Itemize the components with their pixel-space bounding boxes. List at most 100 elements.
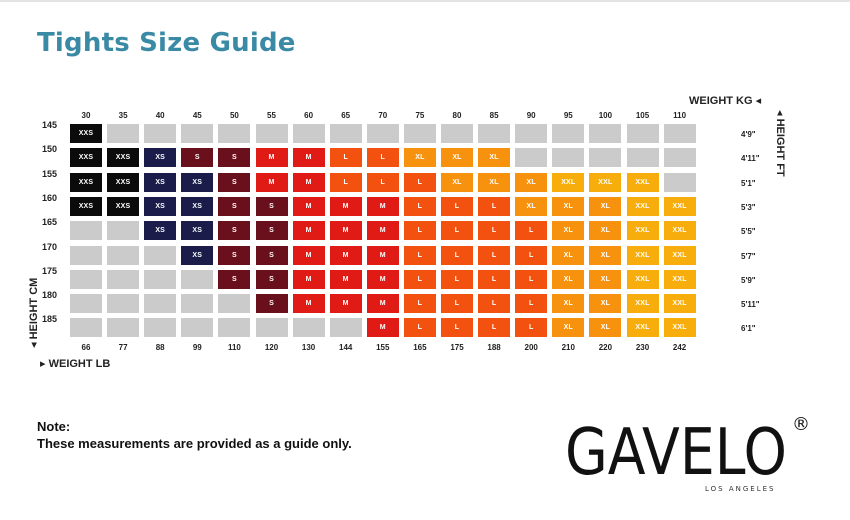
weight-lb-label: 165 [413,343,427,352]
weight-kg-label: 90 [526,111,536,120]
size-label: L [491,300,497,308]
size-cell-xxl: XXL [626,245,659,265]
size-cell-xxl: XXL [663,245,696,265]
size-label: XXS [115,154,131,162]
height-cm-label: 160 [42,192,58,203]
weight-lb-label: 130 [301,343,316,352]
empty-cell [107,318,140,338]
size-label: L [454,202,460,210]
size-label: XL [563,202,573,210]
size-label: XXL [635,300,650,308]
size-cell-xl: XL [589,245,622,265]
size-cell-s: S [255,269,288,289]
size-cell-xxs: XXS [107,148,140,168]
size-label: L [380,178,386,186]
size-label: L [343,178,348,186]
size-cell-xxl: XXL [663,221,696,241]
weight-lb-label: 188 [487,343,501,352]
size-label: M [305,300,312,308]
size-label: S [269,251,274,259]
size-cell-xxl: XXL [663,196,696,216]
size-label: M [379,251,386,259]
size-label: L [491,202,497,210]
weight-lb-label: 175 [450,343,464,352]
size-label: XXS [78,178,94,186]
size-label: XS [155,227,166,235]
size-label: L [417,275,423,283]
size-cell-l: L [515,221,548,241]
size-label: XXL [672,300,687,308]
size-label: L [491,324,497,332]
size-cell-xl: XL [552,196,585,216]
empty-cell [478,124,511,143]
size-label: L [491,251,497,259]
weight-kg-label: 45 [192,111,202,120]
empty-cell [70,245,102,265]
size-cell-m: M [292,148,325,168]
size-cell-l: L [515,294,548,314]
size-cell-l: L [478,269,511,289]
size-label: XS [192,227,203,235]
size-cell-xxl: XXL [552,172,585,192]
weight-kg-axis-title: WEIGHT KG ◂ [689,95,762,107]
size-label: XL [600,251,611,259]
size-label: XXS [115,202,131,210]
weight-kg-label: 30 [81,111,91,120]
empty-cell [255,124,288,143]
gavelo-logo: GAVELO ® LOS ANGELES [565,414,810,493]
size-label: S [231,227,237,235]
empty-cell [292,124,325,143]
size-label: M [379,202,386,210]
size-label: M [342,275,349,283]
size-label: L [380,154,386,162]
size-label: XXL [561,178,576,186]
height-cm-label: 185 [42,314,58,325]
size-label: XL [489,178,499,186]
arrow-down-icon: ◂ [28,342,40,348]
top-rule [0,0,850,2]
size-cell-xxs: XXS [70,148,102,168]
empty-cell [441,124,473,143]
size-cell-xl: XL [589,196,622,216]
size-label: XXL [672,227,687,235]
logo-tagline: LOS ANGELES [705,485,775,493]
empty-cell [144,269,177,289]
weight-kg-label: 75 [415,111,425,120]
size-label: XS [155,178,166,186]
height-cm-label: 165 [42,217,58,228]
size-label: S [269,300,274,308]
size-label: L [491,227,497,235]
size-cell-m: M [255,148,288,168]
empty-cell [144,245,177,265]
size-cell-l: L [515,269,548,289]
size-label: S [269,275,274,283]
size-cell-xs: XS [181,196,214,216]
size-label: XL [489,154,499,162]
logo-registered: ® [792,414,810,435]
size-label: S [231,202,237,210]
size-cell-xl: XL [403,148,436,168]
size-label: XL [600,275,611,283]
weight-lb-label: 110 [227,343,241,352]
size-label: XL [600,324,611,332]
size-cell-l: L [441,269,473,289]
size-cell-xxl: XXL [626,269,659,289]
empty-cell [515,148,548,168]
empty-cell [626,148,659,168]
size-cell-m: M [292,172,325,192]
empty-cell [218,318,251,338]
size-label: XXL [672,275,687,283]
size-label: L [454,275,460,283]
size-label: M [305,227,312,235]
empty-cell [255,318,288,338]
size-label: L [417,300,423,308]
size-label: S [231,251,237,259]
empty-cell [663,148,696,168]
weight-kg-label: 55 [267,111,276,120]
weight-kg-label: 35 [118,111,128,120]
size-cell-m: M [292,221,325,241]
size-cell-xl: XL [515,196,548,216]
weight-kg-label: 65 [341,111,351,120]
size-label: XXL [635,251,650,259]
size-cell-xl: XL [478,148,511,168]
